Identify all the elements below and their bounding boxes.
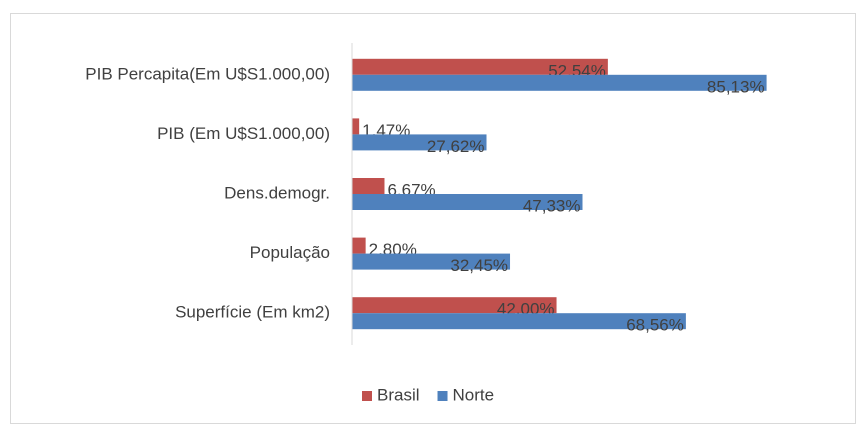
bar (352, 313, 686, 330)
bar (352, 74, 767, 91)
bar (352, 194, 583, 210)
data-label: 27,62% (427, 137, 485, 156)
data-label: 85,13% (707, 77, 765, 96)
legend-label: Norte (453, 385, 495, 404)
data-label: 32,45% (450, 256, 508, 275)
bar (352, 178, 385, 194)
y-tick-label: População (250, 243, 330, 262)
bar (352, 58, 608, 75)
y-tick-label: PIB Percapita(Em U$S1.000,00) (85, 64, 330, 83)
bar (352, 253, 511, 270)
bar (352, 237, 366, 254)
data-label: 47,33% (523, 196, 581, 215)
bar (352, 297, 557, 314)
data-label: 68,56% (626, 316, 684, 335)
legend-label: Brasil (377, 385, 420, 404)
y-tick-label: Superfície (Em km2) (175, 303, 330, 322)
legend-swatch (362, 391, 372, 401)
bar (352, 118, 360, 135)
legend-swatch (437, 391, 448, 401)
bar (352, 134, 487, 151)
y-tick-label: Dens.demogr. (224, 183, 330, 202)
y-tick-label: PIB (Em U$S1.000,00) (157, 124, 330, 143)
